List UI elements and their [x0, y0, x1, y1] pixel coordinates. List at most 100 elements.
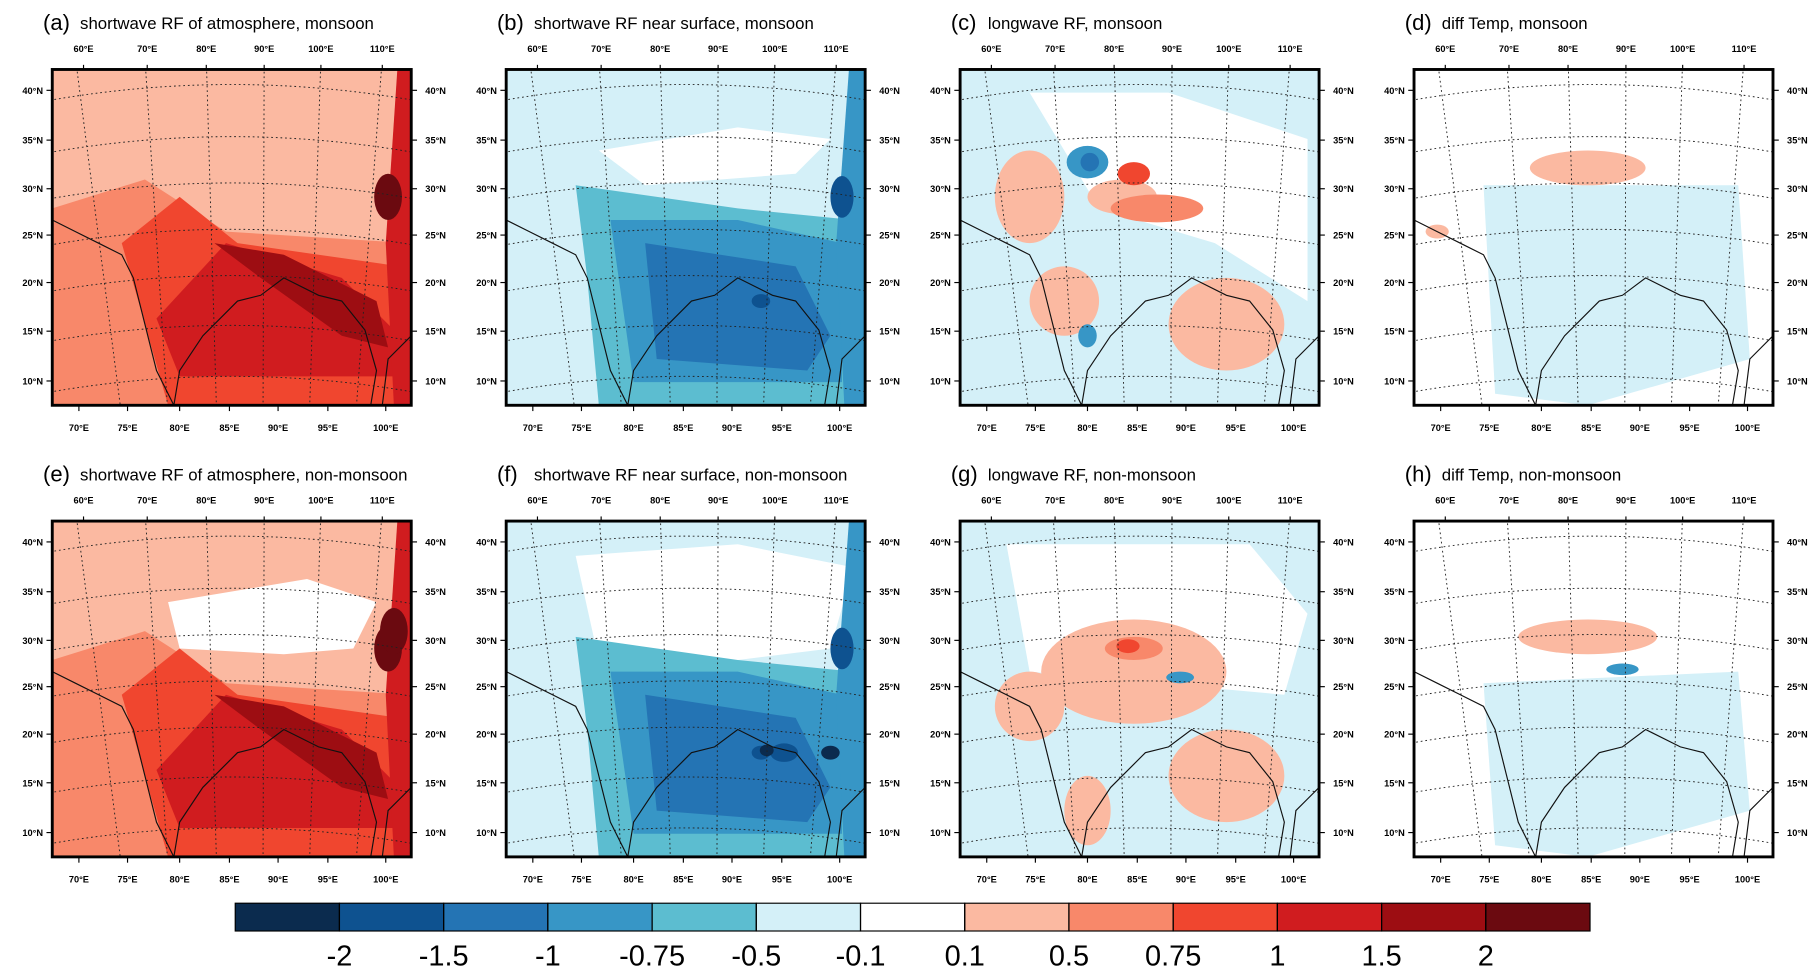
coastline	[1535, 728, 1739, 857]
colorbar-box	[547, 902, 653, 932]
colorbar-box	[234, 902, 341, 932]
lon-tick-label: 110°E	[1732, 44, 1757, 54]
lon-tick-label: 90°E	[268, 874, 288, 884]
meridian	[984, 521, 1029, 857]
lat-tick-label: 10°N	[930, 828, 951, 838]
lat-tick-label: 20°N	[425, 278, 446, 288]
lat-tick-label: 30°N	[1384, 636, 1405, 646]
lat-tick-label: 15°N	[1384, 778, 1405, 788]
coastline	[52, 219, 175, 406]
lat-tick-label: 10°N	[425, 828, 446, 838]
lon-tick-label: 90°E	[1162, 44, 1182, 54]
field-blob	[1029, 266, 1100, 336]
lon-tick-label: 90°E	[268, 423, 288, 433]
lon-tick-label: 70°E	[137, 496, 157, 506]
lat-tick-label: 35°N	[1333, 136, 1354, 146]
panel-label: (a)	[43, 10, 70, 35]
field-blob	[751, 294, 771, 309]
parallel	[960, 182, 1320, 199]
field-blob	[374, 173, 402, 221]
parallel	[1414, 827, 1773, 844]
lon-tick-label: 75°E	[117, 874, 137, 884]
lat-tick-label: 10°N	[930, 376, 951, 386]
lat-tick-label: 35°N	[1787, 587, 1808, 597]
parallel	[52, 776, 412, 793]
lat-tick-label: 40°N	[1333, 537, 1354, 547]
lon-tick-label: 85°E	[673, 423, 693, 433]
coastline	[52, 671, 175, 857]
parallel	[1414, 228, 1773, 246]
lon-tick-label: 70°E	[523, 874, 543, 884]
lat-tick-label: 20°N	[425, 730, 446, 740]
lat-tick-label: 15°N	[1384, 327, 1405, 337]
field-region	[645, 694, 831, 823]
lon-tick-label: 95°E	[1226, 423, 1246, 433]
lon-tick-label: 90°E	[708, 496, 728, 506]
lon-tick-label: 80°E	[1531, 874, 1551, 884]
panel-label: (g)	[951, 462, 978, 487]
field	[960, 521, 1320, 857]
lon-tick-label: 90°E	[1630, 423, 1650, 433]
lon-tick-label: 60°E	[527, 496, 547, 506]
lat-tick-label: 30°N	[930, 636, 951, 646]
lon-tick-label: 100°E	[827, 423, 852, 433]
lat-tick-label: 20°N	[1787, 730, 1808, 740]
parallel	[52, 324, 412, 342]
field-blob	[1078, 324, 1097, 348]
lat-tick-label: 35°N	[425, 136, 446, 146]
lon-tick-label: 80°E	[1077, 874, 1097, 884]
lat-tick-label: 30°N	[476, 184, 497, 194]
lat-tick-label: 40°N	[930, 537, 951, 547]
lat-tick-label: 30°N	[1787, 184, 1808, 194]
lon-tick-label: 80°E	[170, 874, 190, 884]
lon-tick-label: 70°E	[1045, 44, 1065, 54]
parallel	[52, 726, 412, 744]
field-blob	[1080, 152, 1100, 172]
lon-tick-label: 110°E	[824, 496, 849, 506]
field-region	[645, 243, 831, 371]
lat-tick-label: 35°N	[425, 587, 446, 597]
coastline	[506, 671, 629, 857]
lon-tick-label: 70°E	[523, 423, 543, 433]
lat-tick-label: 15°N	[22, 778, 43, 788]
coastline	[173, 728, 378, 857]
lon-tick-label: 110°E	[370, 44, 395, 54]
colorbar-label: 1.5	[1361, 941, 1401, 973]
panel-title: shortwave RF of atmosphere, monsoon	[80, 14, 374, 33]
parallel	[52, 827, 412, 844]
lat-tick-label: 25°N	[1384, 231, 1405, 241]
lon-tick-label: 90°E	[1630, 874, 1650, 884]
parallel	[52, 587, 412, 605]
panel-frame	[1412, 68, 1775, 407]
parallel	[1414, 634, 1773, 651]
lat-tick-label: 15°N	[476, 327, 497, 337]
lon-tick-label: 70°E	[1431, 874, 1451, 884]
coastline	[1535, 277, 1739, 406]
parallel	[1414, 535, 1773, 552]
map-panel: (g) longwave RF, non-monsoon 60°E 70°E 80°E 9…	[930, 462, 1354, 885]
lat-tick-label: 25°N	[425, 231, 446, 241]
lat-tick-label: 35°N	[1384, 136, 1405, 146]
lon-tick-label: 110°E	[1732, 496, 1757, 506]
coastline	[381, 787, 412, 857]
parallel	[960, 776, 1320, 793]
lon-tick-label: 60°E	[527, 44, 547, 54]
lon-tick-label: 90°E	[722, 874, 742, 884]
lat-tick-label: 25°N	[425, 682, 446, 692]
lat-tick-label: 10°N	[22, 828, 43, 838]
lat-tick-label: 35°N	[879, 587, 900, 597]
coastline	[1081, 728, 1285, 857]
lat-tick-label: 40°N	[476, 86, 497, 96]
panel-label: (c)	[951, 10, 977, 35]
colorbar-box	[1068, 902, 1174, 932]
lat-tick-label: 35°N	[879, 136, 900, 146]
lon-tick-label: 95°E	[1680, 423, 1700, 433]
coastline	[1289, 335, 1320, 406]
lon-tick-label: 110°E	[824, 44, 849, 54]
lon-tick-label: 60°E	[73, 44, 93, 54]
lon-tick-label: 90°E	[708, 44, 728, 54]
parallel	[506, 827, 866, 844]
lat-tick-label: 25°N	[22, 231, 43, 241]
field-region	[1483, 185, 1750, 406]
lat-tick-label: 35°N	[22, 587, 43, 597]
